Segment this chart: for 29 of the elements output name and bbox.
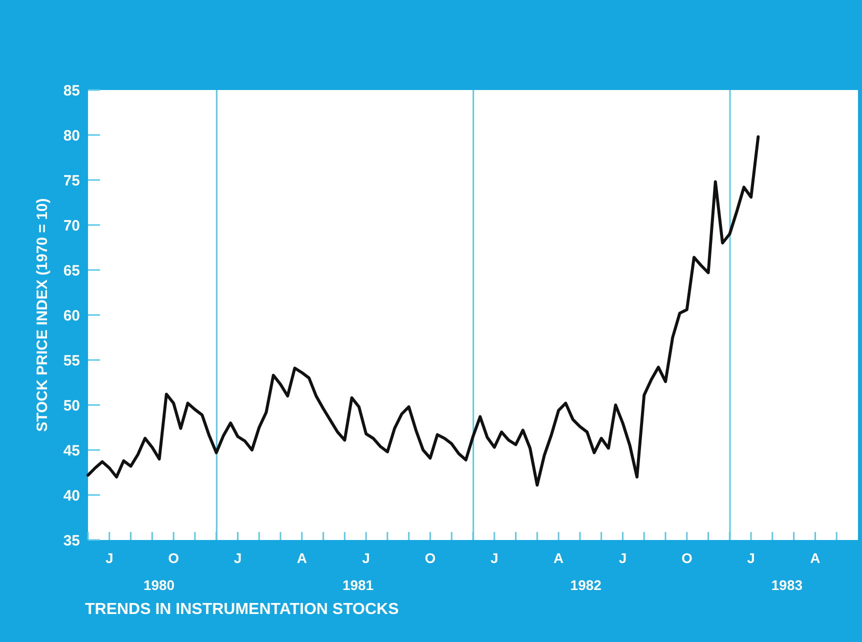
text: TRENDS IN INSTRUMENTATION STOCKS — [85, 601, 400, 618]
x-tick-label: A — [810, 550, 820, 566]
x2-tick-label: 1983 — [771, 577, 803, 593]
y-tick-label: 45 — [63, 442, 80, 460]
y-tick-label: 65 — [63, 262, 80, 280]
x-tick-label: J — [234, 550, 242, 566]
x-tick-label: A — [296, 550, 307, 566]
x-tick-label: J — [362, 550, 370, 566]
y-tick-label: 70 — [63, 217, 80, 234]
y-tick-label: 50 — [63, 397, 80, 414]
x-tick-label: O — [424, 550, 436, 566]
x-tick-label: J — [747, 550, 755, 566]
x-tick-label: O — [681, 550, 692, 566]
y-tick-label: 75 — [63, 172, 80, 190]
y-tick-label: 35 — [63, 532, 80, 550]
y-axis-title: STOCK PRICE INDEX (1970 = 10) — [34, 198, 51, 432]
y-tick-label: 85 — [63, 82, 80, 100]
x-tick-label: A — [553, 550, 564, 566]
x-tick-label: J — [105, 550, 114, 566]
y-tick-label: 80 — [63, 127, 80, 144]
x-tick-label: J — [618, 550, 627, 566]
x2-tick-label: 1980 — [143, 577, 175, 593]
x2-tick-label: 1982 — [570, 577, 602, 593]
y-tick-label: 60 — [63, 307, 80, 324]
x2-tick-label: 1981 — [342, 577, 374, 593]
y-tick-label: 40 — [63, 487, 80, 504]
x-tick-label: J — [490, 550, 498, 566]
y-tick-label: 55 — [63, 352, 80, 370]
x-tick-label: O — [168, 550, 180, 566]
